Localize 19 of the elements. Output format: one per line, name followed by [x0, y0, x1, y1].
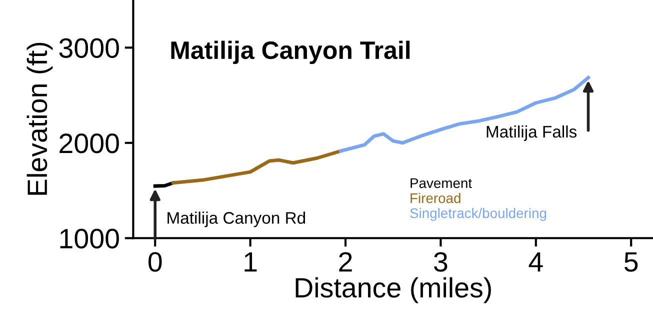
y-tick-label: 3000 [59, 38, 119, 58]
x-tick-label: 5 [624, 252, 638, 272]
text: Fireroad [410, 192, 460, 204]
x-tick-label: 4 [528, 252, 543, 272]
y-tick-label: 1000 [60, 228, 119, 248]
y-axis-title: Elevation (ft) [26, 42, 53, 195]
y-tick-label: 2000 [60, 134, 119, 154]
line-series [339, 76, 590, 153]
text: Pavement [410, 178, 472, 188]
x-tick-label: 1 [244, 252, 257, 272]
x-tick-label: 0 [148, 252, 162, 272]
line-series [171, 149, 342, 185]
x-tick-label: 3 [434, 252, 448, 272]
text: Singletrack/bouldering [410, 208, 546, 221]
annotation: Matilija Falls [486, 125, 577, 141]
x-tick-label: 2 [339, 252, 352, 272]
annotation: Matilija Canyon Rd [168, 212, 306, 228]
text: Matilija Canyon Trail [171, 40, 410, 64]
x-axis-title: Distance (miles) [296, 277, 491, 304]
